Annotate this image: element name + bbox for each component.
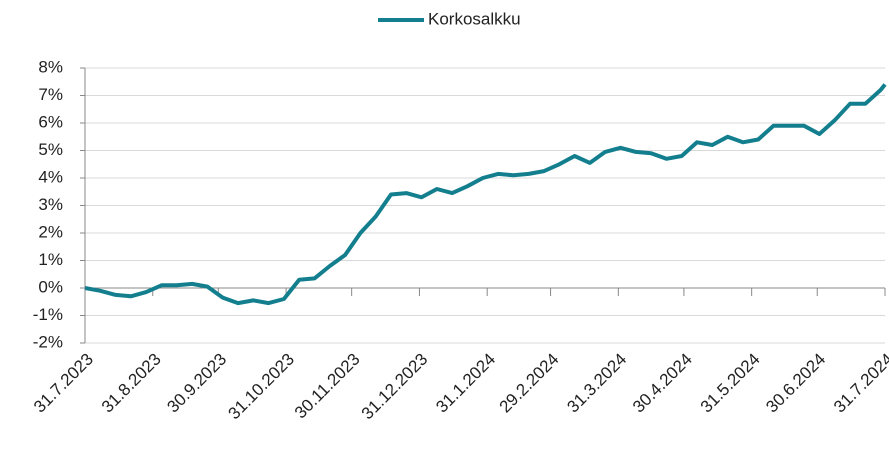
x-tick-label: 30.6.2024 <box>762 350 829 417</box>
y-tick-label: 3% <box>38 195 63 214</box>
x-tick-label: 30.9.2023 <box>163 350 230 417</box>
x-tick-label: 31.12.2023 <box>358 350 432 424</box>
x-tick-label: 31.10.2023 <box>224 350 298 424</box>
x-tick-label: 31.3.2024 <box>563 350 630 417</box>
y-tick-label: 0% <box>38 277 63 296</box>
y-tick-label: -2% <box>33 332 63 351</box>
x-tick-label: 31.1.2024 <box>432 350 499 417</box>
x-tick-label: 31.7.2023 <box>30 350 97 417</box>
y-tick-label: 2% <box>38 222 63 241</box>
y-tick-label: 6% <box>38 112 63 131</box>
y-tick-label: -1% <box>33 305 63 324</box>
x-tick-label: 30.11.2023 <box>291 350 364 423</box>
x-tick-label: 31.7.2024 <box>830 350 889 417</box>
x-tick-label: 31.8.2023 <box>98 350 165 417</box>
y-tick-label: 5% <box>38 140 63 159</box>
x-tick-label: 30.4.2024 <box>629 350 696 417</box>
line-series <box>84 83 887 306</box>
y-tick-label: 1% <box>38 250 63 269</box>
y-tick-label: 4% <box>38 167 63 186</box>
y-tick-label: 8% <box>38 57 63 76</box>
x-tick-label: 29.2.2024 <box>496 350 563 417</box>
legend-label: Korkosalkku <box>428 9 521 28</box>
x-tick-label: 31.5.2024 <box>697 350 764 417</box>
y-tick-label: 7% <box>38 85 63 104</box>
